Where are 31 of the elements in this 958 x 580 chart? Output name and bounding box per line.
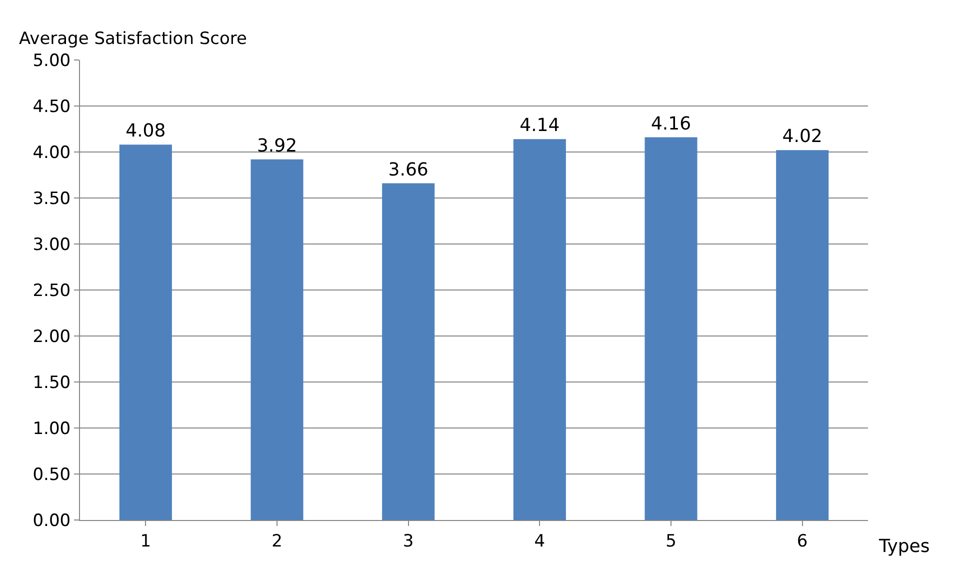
bar (382, 183, 435, 520)
bar (119, 144, 172, 520)
bar (513, 139, 566, 520)
y-tick-label: 0.00 (32, 510, 71, 531)
data-label: 4.16 (650, 113, 692, 134)
y-tick-label: 1.00 (32, 418, 71, 439)
x-tick-label: 3 (402, 531, 414, 552)
bar (644, 137, 698, 520)
x-tick-label: 1 (140, 531, 152, 552)
data-label: 3.66 (388, 159, 428, 180)
y-tick-label: 5.00 (32, 50, 71, 71)
data-label: 4.02 (782, 126, 822, 148)
y-tick-label: 4.00 (32, 142, 71, 163)
x-tick-label: 2 (272, 531, 282, 552)
x-tick-label: 5 (666, 531, 676, 552)
y-tick-label: 4.50 (32, 96, 71, 117)
x-tick-label: 4 (534, 531, 546, 552)
y-tick-label: 3.00 (32, 234, 71, 255)
bar (776, 150, 829, 520)
y-tick-label: 1.50 (32, 372, 71, 393)
y-tick-label: 3.50 (32, 188, 71, 209)
x-axis-title: Types (878, 536, 930, 557)
bar (250, 159, 304, 520)
data-label: 3.92 (256, 135, 298, 156)
data-label: 4.14 (520, 115, 560, 136)
x-tick-label: 6 (796, 531, 808, 552)
y-tick-label: 2.00 (32, 326, 71, 347)
data-label: 4.08 (126, 120, 166, 142)
y-tick-label: 2.50 (32, 280, 71, 301)
y-tick-label: 0.50 (32, 464, 71, 485)
y-axis-title: Average Satisfaction Score (19, 29, 247, 49)
